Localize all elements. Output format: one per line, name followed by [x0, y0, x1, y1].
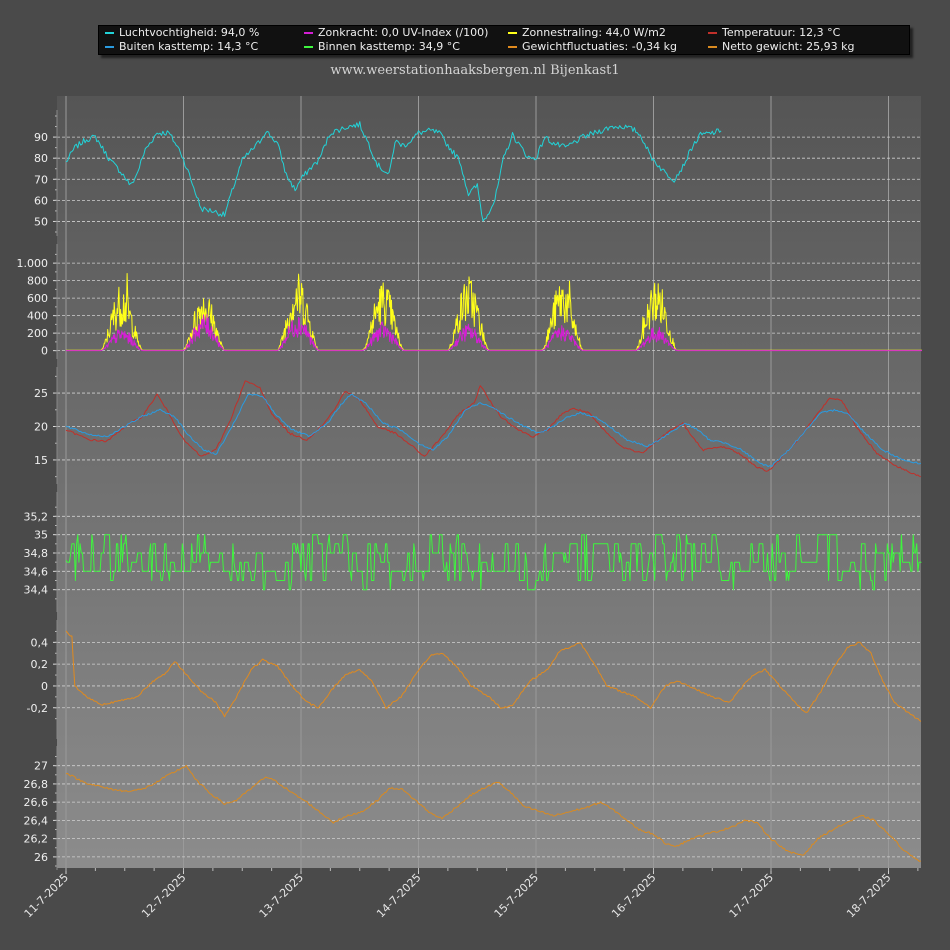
series-line-ext — [65, 393, 922, 468]
legend-item-solar[interactable]: Zonnestraling: 44,0 W/m2 — [508, 26, 666, 39]
legend-swatch — [105, 32, 114, 34]
y-tick-label: 0,4 — [31, 636, 49, 649]
legend-item-uv[interactable]: Zonkracht: 0,0 UV-Index (/100) — [304, 26, 488, 39]
y-tick-label: 70 — [34, 173, 48, 186]
series-line-net — [65, 765, 921, 862]
y-tick-label: 26,2 — [24, 833, 49, 846]
legend-swatch — [708, 46, 717, 48]
plot-background — [57, 96, 921, 868]
x-axis: 11-7-2025 12-7-2025 13-7-2025 14-7-2025 15-7… — [22, 868, 919, 920]
y-tick-label: 0 — [41, 680, 48, 693]
legend-swatch — [708, 32, 717, 34]
series-line-int — [65, 534, 922, 591]
legend-item-outer-temp[interactable]: Buiten kasttemp: 14,3 °C — [105, 40, 258, 53]
legend-swatch — [304, 32, 313, 34]
grid — [57, 96, 921, 868]
legend-item-net-weight[interactable]: Netto gewicht: 25,93 kg — [708, 40, 855, 53]
series-line-uv — [66, 314, 922, 352]
series-line-fluc — [65, 630, 922, 722]
legend-swatch — [508, 32, 517, 34]
x-tick-label: 11-7-2025 — [22, 871, 71, 920]
x-tick-label: 14-7-2025 — [374, 871, 423, 920]
y-tick-label: 15 — [34, 454, 48, 467]
y-tick-label: 25 — [34, 387, 48, 400]
y-tick-label: 200 — [27, 327, 48, 340]
y-tick-label: 60 — [34, 194, 48, 207]
x-tick-label: 16-7-2025 — [609, 871, 658, 920]
x-tick-label: 18-7-2025 — [844, 871, 893, 920]
x-tick-label: 15-7-2025 — [492, 871, 541, 920]
y-tick-label: 34,6 — [24, 565, 49, 578]
y-tick-label: 90 — [34, 131, 48, 144]
y-tick-label: 27 — [34, 760, 48, 773]
y-tick-label: 34,8 — [24, 547, 49, 560]
y-tick-label: 1.000 — [17, 257, 49, 270]
y-tick-label: 0,2 — [31, 658, 49, 671]
y-tick-label: 80 — [34, 152, 48, 165]
y-tick-label: 26 — [34, 851, 48, 864]
chart-subtitle: www.weerstationhaaksbergen.nl Bijenkast1 — [330, 63, 620, 78]
y-tick-label: 35 — [34, 529, 48, 542]
y-tick-label: 800 — [27, 275, 48, 288]
x-tick-label: 17-7-2025 — [727, 871, 776, 920]
legend-item-temperature[interactable]: Temperatuur: 12,3 °C — [708, 26, 840, 39]
y-tick-label: -0,2 — [27, 702, 48, 715]
legend-swatch — [105, 46, 114, 48]
legend-item-fluctuation[interactable]: Gewichtfluctuaties: -0,34 kg — [508, 40, 677, 53]
y-tick-label: 400 — [27, 310, 48, 323]
y-tick-label: 34,4 — [24, 584, 49, 597]
x-tick-label: 13-7-2025 — [257, 871, 306, 920]
legend-swatch — [304, 46, 313, 48]
y-tick-label: 26,6 — [24, 796, 49, 809]
y-tick-label: 35,2 — [24, 510, 49, 523]
x-tick-label: 12-7-2025 — [139, 871, 188, 920]
y-tick-label: 600 — [27, 292, 48, 305]
y-tick-label: 26,8 — [24, 778, 49, 791]
y-tick-label: 26,4 — [24, 814, 49, 827]
series-layer — [65, 121, 922, 862]
legend-swatch — [508, 46, 517, 48]
y-tick-label: 20 — [34, 421, 48, 434]
series-line-hum — [65, 121, 722, 222]
legend-item-inner-temp[interactable]: Binnen kasttemp: 34,9 °C — [304, 40, 460, 53]
legend-item-humidity[interactable]: Luchtvochtigheid: 94,0 % — [105, 26, 259, 39]
y-tick-label: 50 — [34, 215, 48, 228]
y-axes: 50 60 70 80 90 0 200 400 600 800 1.000 15 20 25 34,4 34… — [17, 110, 58, 870]
series-line-temp — [65, 380, 921, 478]
legend: Luchtvochtigheid: 94,0 % Zonkracht: 0,0 … — [98, 25, 910, 55]
y-tick-label: 0 — [41, 345, 48, 358]
